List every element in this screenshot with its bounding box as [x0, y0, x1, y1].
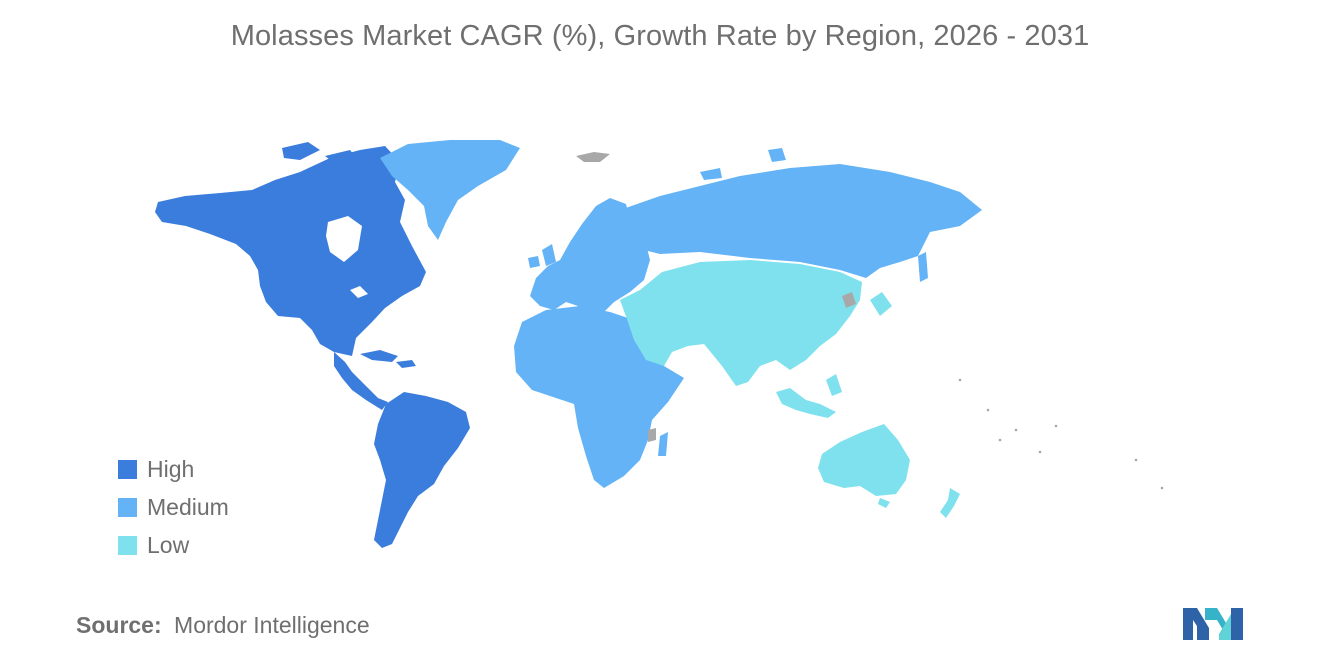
source-text: Mordor Intelligence [174, 612, 370, 638]
source-label: Source: [76, 612, 162, 638]
legend-swatch-medium [118, 497, 137, 517]
chart-title: Molasses Market CAGR (%), Growth Rate by… [230, 20, 1090, 52]
legend-label-medium: Medium [147, 493, 229, 520]
legend-item-high: High [118, 450, 229, 488]
region-asia [620, 260, 892, 418]
region-europe [528, 198, 650, 316]
pacific-islands [958, 378, 1164, 490]
legend: High Medium Low [118, 450, 229, 564]
legend-item-low: Low [118, 526, 229, 564]
region-north-america [155, 142, 426, 410]
source-note: Source: Mordor Intelligence [76, 612, 370, 639]
region-russia [620, 148, 982, 282]
legend-swatch-low [118, 535, 137, 555]
legend-label-high: High [147, 455, 195, 482]
legend-item-medium: Medium [118, 488, 229, 526]
legend-label-low: Low [147, 531, 190, 558]
mordor-intelligence-logo-icon [1183, 608, 1243, 640]
region-greenland [380, 140, 520, 240]
water-bodies [326, 216, 368, 298]
region-south-america [374, 392, 470, 548]
legend-swatch-high [118, 459, 137, 479]
region-australia [818, 424, 960, 518]
region-no-data [576, 152, 856, 442]
